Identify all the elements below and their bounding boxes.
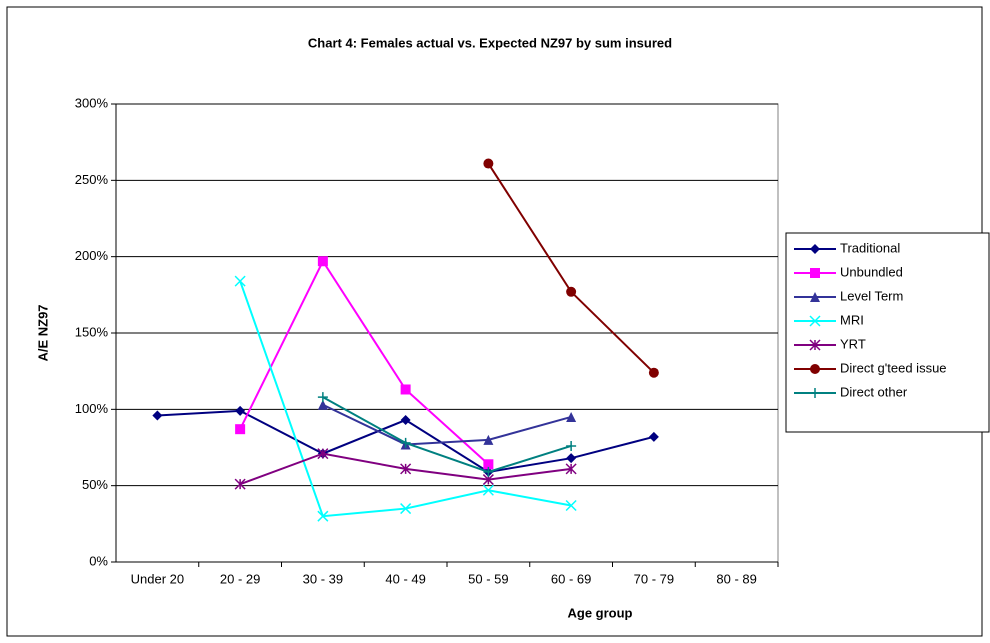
series-line — [239, 259, 490, 466]
x-tick-label: 60 - 69 — [551, 571, 591, 586]
legend-label: Direct g'teed issue — [840, 360, 947, 375]
marker — [317, 256, 328, 267]
legend-label: Level Term — [840, 288, 903, 303]
legend-marker — [810, 292, 820, 302]
x-tick-label: Under 20 — [131, 571, 184, 586]
marker — [234, 478, 246, 490]
legend-marker — [810, 244, 820, 254]
y-tick-label: 150% — [75, 324, 109, 339]
x-tick-label: 30 - 39 — [303, 571, 343, 586]
marker — [317, 510, 329, 522]
marker — [317, 399, 328, 410]
marker — [317, 392, 328, 403]
marker — [566, 286, 577, 297]
y-tick-label: 0% — [89, 553, 108, 568]
marker — [400, 463, 412, 475]
y-tick-label: 100% — [75, 401, 109, 416]
marker — [483, 459, 494, 470]
series-line — [322, 396, 572, 473]
x-axis-label: Age group — [568, 605, 633, 620]
marker — [566, 411, 577, 422]
legend-marker — [809, 315, 821, 327]
marker — [648, 367, 659, 378]
marker — [400, 384, 411, 395]
marker — [565, 463, 577, 475]
marker — [482, 484, 494, 496]
marker — [483, 466, 494, 477]
legend-label: Direct other — [840, 384, 908, 399]
marker — [483, 158, 494, 169]
legend-marker — [810, 364, 820, 374]
marker — [565, 499, 577, 512]
legend-marker — [809, 339, 821, 351]
marker — [317, 448, 329, 460]
legend-label: MRI — [840, 312, 864, 327]
chart-title: Chart 4: Females actual vs. Expected NZ9… — [308, 35, 672, 50]
marker — [400, 437, 411, 448]
marker — [566, 440, 577, 451]
legend-marker — [810, 388, 820, 398]
series-line — [322, 403, 572, 446]
y-tick-label: 50% — [82, 477, 108, 492]
y-tick-label: 300% — [75, 95, 109, 110]
marker — [400, 503, 412, 515]
x-tick-label: 20 - 29 — [220, 571, 260, 586]
legend-label: Traditional — [840, 240, 900, 255]
legend-label: Unbundled — [840, 264, 903, 279]
legend-marker — [810, 268, 820, 278]
marker — [234, 275, 246, 287]
marker — [235, 405, 246, 416]
legend-box — [785, 232, 990, 433]
marker — [400, 415, 411, 426]
x-tick-label: 50 - 59 — [468, 571, 508, 586]
marker — [648, 431, 659, 442]
marker — [566, 453, 577, 464]
y-tick-label: 200% — [75, 248, 109, 263]
x-tick-label: 40 - 49 — [385, 571, 425, 586]
x-tick-label: 80 - 89 — [716, 571, 756, 586]
y-tick-label: 250% — [75, 172, 109, 187]
x-tick-label: 70 - 79 — [634, 571, 674, 586]
y-axis-label: A/E NZ97 — [35, 304, 50, 361]
marker — [235, 424, 246, 435]
marker — [152, 410, 163, 421]
legend-label: YRT — [840, 336, 866, 351]
marker — [483, 434, 494, 445]
